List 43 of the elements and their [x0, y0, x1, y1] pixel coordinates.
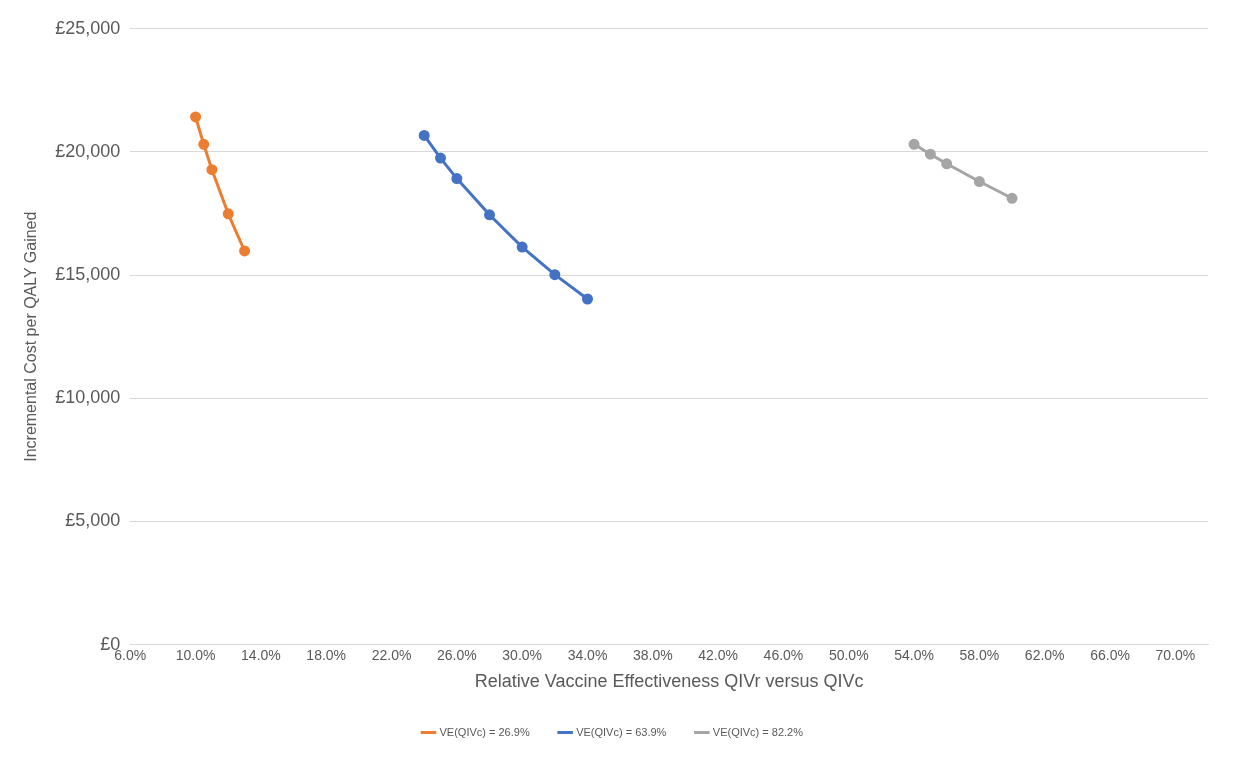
point [1006, 192, 1018, 204]
x-tick-label: 30.0% [502, 646, 543, 663]
y-axis-title: Incremental Cost per QALY Gained [22, 211, 40, 462]
x-tick-label: 58.0% [959, 646, 1000, 663]
x-tick-label: 22.0% [371, 646, 412, 663]
x-tick-label: 50.0% [828, 646, 869, 663]
point [516, 241, 528, 253]
legend-label: VE(QIVc) = 26.9% [439, 725, 530, 738]
point [484, 209, 496, 221]
y-tick-label: £5,000 [65, 510, 121, 531]
x-tick-label: 38.0% [632, 646, 673, 663]
point [222, 208, 234, 220]
x-tick-label: 10.0% [175, 646, 216, 663]
point [239, 245, 251, 257]
point [973, 176, 985, 188]
x-tick-label: 66.0% [1090, 646, 1130, 663]
x-tick-label: 42.0% [698, 646, 738, 663]
point [581, 293, 593, 305]
y-tick-label: £10,000 [55, 387, 121, 408]
y-tick-label: £20,000 [55, 140, 121, 161]
point [924, 148, 936, 160]
point [908, 138, 920, 150]
x-tick-label: 70.0% [1155, 646, 1196, 663]
point [941, 158, 953, 170]
point [198, 138, 210, 150]
x-tick-label: 34.0% [567, 646, 608, 663]
x-tick-label: 18.0% [306, 646, 347, 663]
x-axis-title: Relative Vaccine Effectiveness QIVr versus QIVc [474, 671, 864, 692]
x-tick-label: 62.0% [1024, 646, 1065, 663]
x-tick-label: 14.0% [241, 646, 281, 663]
point [206, 164, 218, 176]
legend-label: VE(QIVc) = 63.9% [576, 725, 667, 738]
point [190, 111, 202, 123]
point [435, 152, 447, 164]
x-tick-label: 26.0% [437, 646, 477, 663]
x-tick-label: 46.0% [763, 646, 804, 663]
point [418, 129, 430, 141]
legend-label: VE(QIVc) = 82.2% [712, 725, 804, 738]
y-tick-label: £15,000 [55, 264, 121, 285]
point [549, 269, 561, 281]
x-tick-label: 54.0% [894, 646, 934, 663]
y-tick-label: £25,000 [55, 17, 121, 38]
point [451, 173, 463, 185]
